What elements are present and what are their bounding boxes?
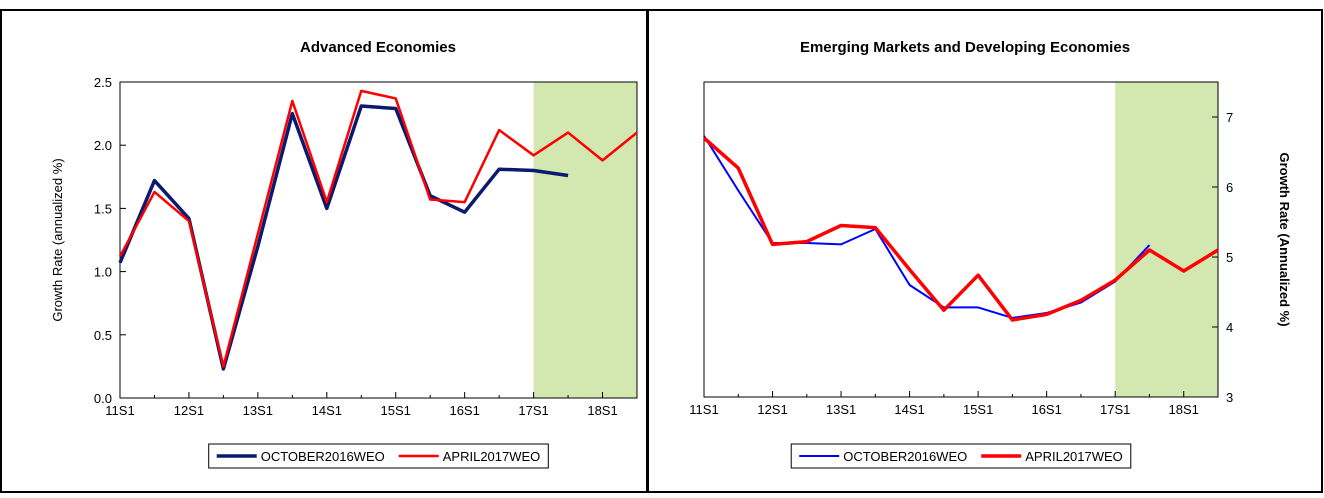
chart-title: Emerging Markets and Developing Economie… [800,39,1130,56]
x-tick-label: 17S1 [518,403,548,418]
legend-item: APRIL2017WEO [398,449,541,464]
y-tick-label: 7 [1226,110,1233,125]
y-tick-label: 2.0 [94,138,112,153]
legend: OCTOBER2016WEO APRIL2017WEO [790,443,1132,469]
y-tick-label: 3 [1226,390,1233,405]
legend: OCTOBER2016WEO APRIL2017WEO [208,443,549,469]
y-tick-label: 1.5 [94,201,112,216]
legend-box [208,443,549,469]
y-tick-label: 1.0 [94,265,112,280]
y-tick-label: 5 [1226,250,1233,265]
y-axis-label: Growth Rate (Annualized %) [1277,152,1292,326]
legend-label: APRIL2017WEO [1025,449,1123,464]
series-line [702,136,1219,322]
x-tick-label: 16S1 [1031,402,1061,417]
x-tick-label: 11S1 [105,403,134,418]
plot-frame [703,81,1219,398]
chart-title: Advanced Economies [300,39,456,56]
x-tick-label: 14S1 [312,403,342,418]
x-tick-label: 14S1 [894,402,924,417]
x-tick-label: 15S1 [963,402,993,417]
x-tick-label: 12S1 [757,402,787,417]
x-tick-label: 12S1 [174,403,204,418]
x-tick-label: 18S1 [1169,402,1199,417]
y-tick-label: 2.5 [94,75,112,90]
legend-label: OCTOBER2016WEO [843,449,967,464]
legend-box [790,443,1132,469]
x-tick-label: 18S1 [587,403,617,418]
plot-frame [119,81,638,399]
legend-label: APRIL2017WEO [443,449,541,464]
y-tick-label: 6 [1226,180,1233,195]
x-tick-label: 13S1 [243,403,273,418]
y-tick-label: 4 [1226,320,1233,335]
legend-item: OCTOBER2016WEO [216,449,385,464]
x-tick-label: 16S1 [449,403,479,418]
x-tick-label: 17S1 [1100,402,1130,417]
y-tick-label: 0.5 [94,328,112,343]
panel-border [647,9,1323,493]
legend-label: OCTOBER2016WEO [261,449,385,464]
y-tick-label: 0.0 [94,391,112,406]
x-tick-label: 13S1 [826,402,856,417]
forecast-shade [533,82,637,398]
x-tick-label: 15S1 [381,403,411,418]
series-line [118,89,638,368]
y-axis-label: Growth Rate (annualized %) [50,158,65,321]
legend-item: OCTOBER2016WEO [799,449,967,464]
legend-item: APRIL2017WEO [981,449,1123,464]
x-tick-label: 11S1 [689,402,718,417]
forecast-shade [1115,82,1218,397]
